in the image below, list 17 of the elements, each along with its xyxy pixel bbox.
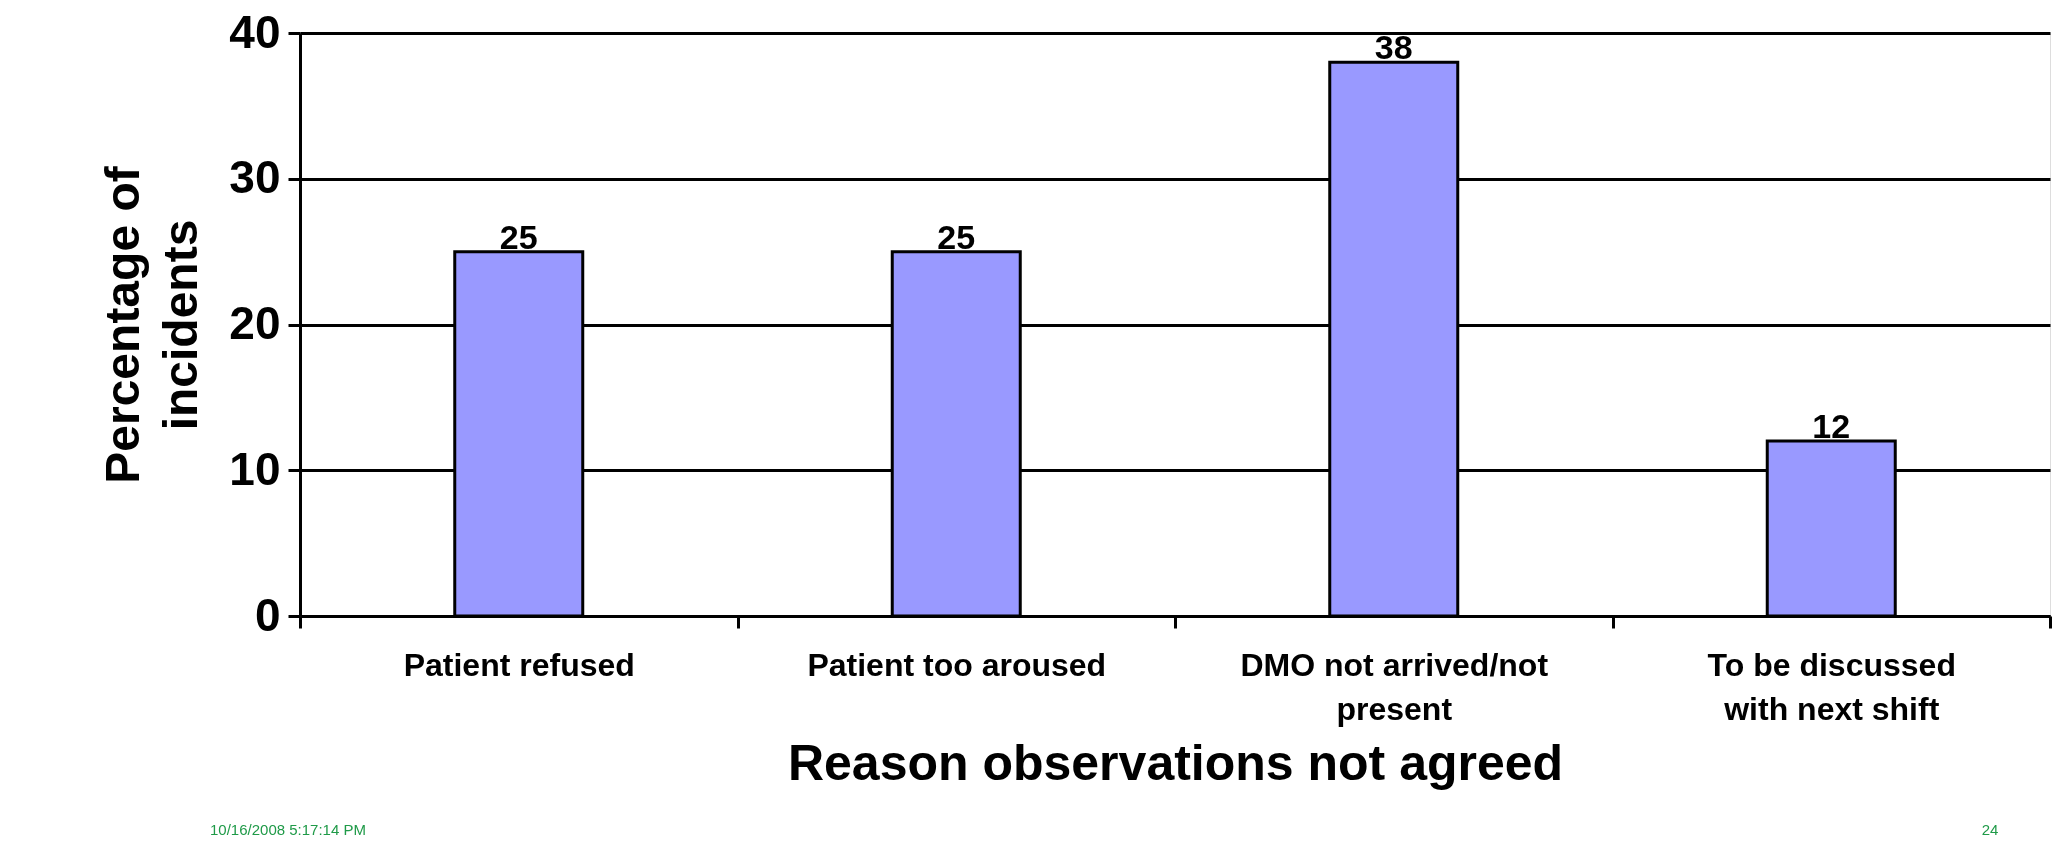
text: 24	[1981, 821, 1999, 838]
data-label: 25	[499, 217, 538, 256]
data-label: 12	[1812, 407, 1851, 446]
y-tick-label: 40	[229, 5, 281, 58]
y-tick-label: 20	[229, 297, 281, 349]
x-tick-label: To be discussed with next shift	[1707, 646, 1956, 727]
data-label: 38	[1374, 28, 1413, 67]
x-tick-label: Patient too aroused	[807, 646, 1107, 683]
x-tick-label: Patient refused	[403, 646, 635, 683]
y-axis-title: Percentage of incidents	[96, 165, 208, 484]
y-tick-label: 30	[229, 151, 281, 204]
y-tick-label: 10	[229, 442, 281, 495]
data-label: 25	[937, 217, 976, 256]
y-tick-label: 0	[254, 588, 281, 641]
x-tick-label: DMO not arrived/not present	[1240, 646, 1549, 727]
text: 10/16/2008 5:17:14 PM	[210, 821, 366, 838]
x-axis-title: Reason observations not agreed	[787, 734, 1564, 791]
